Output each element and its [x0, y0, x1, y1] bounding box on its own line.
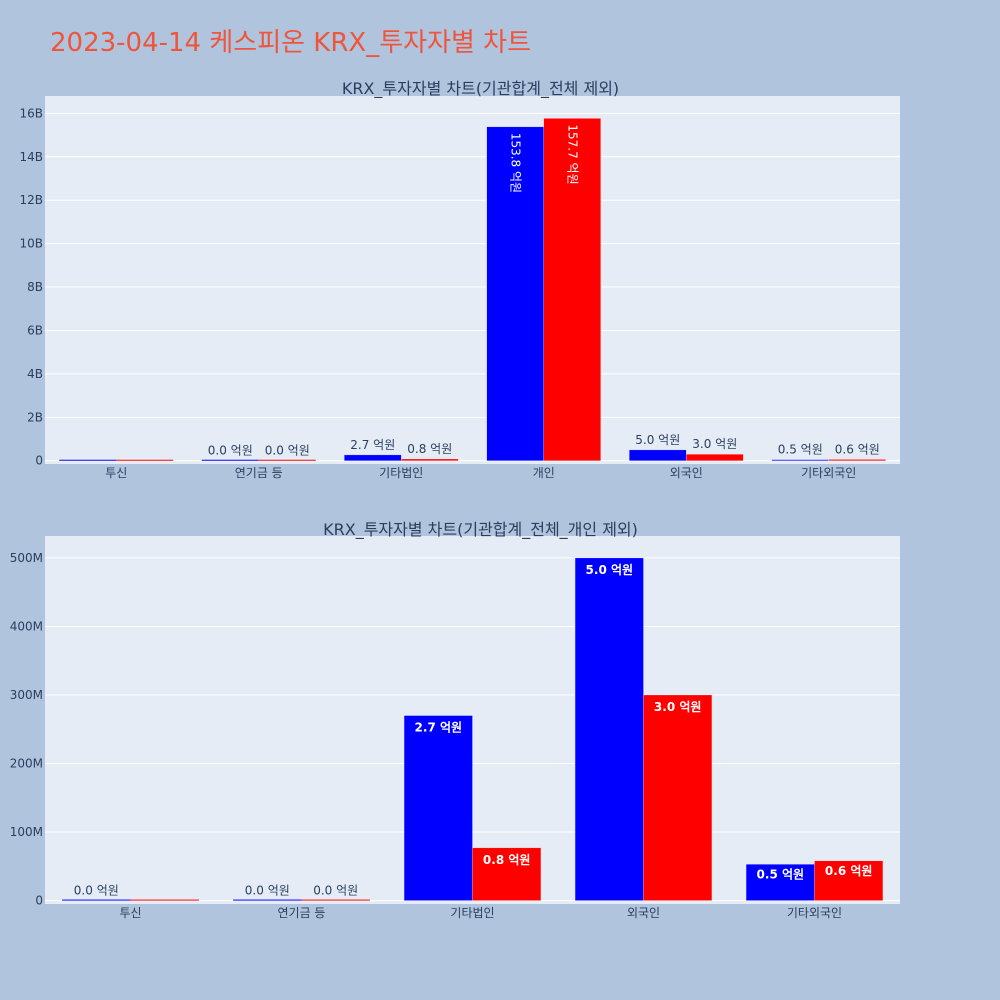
data-label: 2.7 억원 [350, 438, 395, 452]
y-tick-label: 8B [27, 280, 43, 294]
data-label: 0.8 억원 [483, 853, 531, 867]
y-tick-label: 14B [19, 150, 43, 164]
bar [686, 453, 744, 461]
bar [401, 458, 459, 461]
y-tick-label: 4B [27, 367, 43, 381]
bar [828, 459, 886, 461]
bar [59, 459, 117, 461]
y-tick-label: 100M [10, 825, 43, 839]
chart-title: KRX_투자자별 차트(기관합계_전체 제외) [342, 79, 619, 99]
plot-area [45, 96, 900, 464]
y-tick-label: 16B [19, 106, 43, 120]
x-tick-label: 기타법인 [379, 466, 423, 480]
data-label: 0.5 억원 [778, 443, 823, 457]
data-label: 0.0 억원 [74, 884, 119, 898]
bar [403, 715, 473, 901]
y-tick-label: 300M [10, 688, 43, 702]
data-label: 153.8 억원 [508, 133, 522, 193]
bar [233, 899, 302, 901]
bar [344, 454, 402, 461]
x-tick-label: 외국인 [670, 466, 703, 480]
y-tick-label: 200M [10, 757, 43, 771]
y-tick-label: 10B [19, 237, 43, 251]
bar [62, 899, 131, 901]
y-tick-label: 400M [10, 619, 43, 633]
bar [745, 864, 815, 901]
y-tick-label: 12B [19, 193, 43, 207]
data-label: 3.0 억원 [692, 437, 737, 451]
bar [543, 118, 601, 461]
x-tick-label: 기타외국인 [787, 906, 842, 920]
data-label: 157.7 억원 [565, 124, 579, 184]
bar [301, 899, 370, 901]
y-tick-label: 0 [35, 894, 43, 908]
y-tick-label: 0 [35, 454, 43, 468]
bar [771, 459, 829, 461]
data-label: 0.0 억원 [265, 444, 310, 458]
y-tick-label: 500M [10, 551, 43, 565]
data-label: 0.0 억원 [245, 884, 290, 898]
bar [472, 847, 542, 901]
y-tick-label: 2B [27, 410, 43, 424]
x-tick-label: 연기금 등 [235, 466, 283, 480]
data-label: 0.6 억원 [825, 864, 873, 878]
data-label: 0.6 억원 [835, 442, 880, 456]
x-tick-label: 연기금 등 [278, 906, 326, 920]
bar [258, 459, 316, 461]
bar [116, 459, 174, 461]
chart-investor-all: 0 2B 4B 6B 8B 10B 12B 14B 16B KRX_투자자별 차트(기관합계_전체… [19, 79, 900, 480]
bar [574, 557, 644, 901]
x-tick-label: 투신 [105, 466, 127, 480]
data-label: 0.0 억원 [313, 884, 358, 898]
data-label: 0.5 억원 [757, 867, 805, 881]
page-title: 2023-04-14 케스피온 KRX_투자자별 차트 [50, 28, 532, 58]
data-label: 3.0 억원 [654, 700, 702, 714]
x-tick-label: 기타법인 [450, 906, 494, 920]
data-label: 5.0 억원 [635, 433, 680, 447]
chart-investor-ex-individual: 0 100M 200M 300M 400M 500M KRX_투자자별 차트(기관합계_전체… [10, 520, 900, 920]
x-tick-label: 외국인 [627, 906, 660, 920]
data-label: 2.7 억원 [415, 721, 463, 735]
bar [643, 694, 713, 901]
bar [130, 899, 199, 901]
x-tick-label: 개인 [533, 466, 555, 480]
x-tick-label: 투신 [119, 906, 141, 920]
bar [629, 449, 687, 461]
bar [814, 860, 884, 901]
data-label: 5.0 억원 [586, 563, 634, 577]
data-label: 0.8 억원 [407, 442, 452, 456]
chart-title: KRX_투자자별 차트(기관합계_전체_개인 제외) [323, 520, 638, 540]
x-tick-label: 기타외국인 [801, 466, 856, 480]
bar [201, 459, 259, 461]
y-tick-label: 6B [27, 323, 43, 337]
bar [486, 126, 544, 461]
data-label: 0.0 억원 [208, 444, 253, 458]
